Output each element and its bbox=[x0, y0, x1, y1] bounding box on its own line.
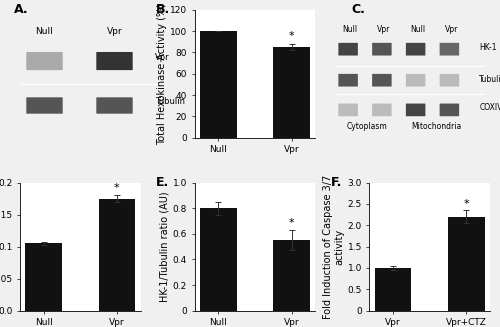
Text: *: * bbox=[114, 183, 119, 193]
FancyBboxPatch shape bbox=[96, 52, 132, 70]
Text: Tubulin: Tubulin bbox=[155, 97, 185, 106]
Text: E.: E. bbox=[156, 176, 170, 189]
Text: *: * bbox=[288, 218, 294, 228]
Text: *: * bbox=[464, 199, 469, 209]
Bar bbox=[448, 217, 484, 311]
FancyBboxPatch shape bbox=[406, 43, 425, 56]
Bar bbox=[200, 208, 236, 311]
FancyBboxPatch shape bbox=[372, 74, 392, 87]
Bar bbox=[200, 31, 236, 138]
Text: Cytoplasm: Cytoplasm bbox=[346, 122, 387, 131]
Text: F.: F. bbox=[331, 176, 342, 189]
Text: HK-1: HK-1 bbox=[480, 43, 497, 52]
FancyBboxPatch shape bbox=[338, 104, 358, 116]
FancyBboxPatch shape bbox=[96, 97, 132, 114]
Text: B.: B. bbox=[156, 3, 170, 16]
Bar bbox=[26, 243, 62, 311]
Bar bbox=[98, 198, 135, 311]
Text: Mitochondria: Mitochondria bbox=[411, 122, 462, 131]
Bar bbox=[375, 268, 412, 311]
Text: Vpr: Vpr bbox=[444, 25, 458, 34]
FancyBboxPatch shape bbox=[26, 97, 63, 114]
FancyBboxPatch shape bbox=[406, 104, 425, 116]
Bar bbox=[274, 240, 310, 311]
Text: A.: A. bbox=[14, 3, 28, 16]
Y-axis label: Fold Induction of Caspase 3/7
activity: Fold Induction of Caspase 3/7 activity bbox=[323, 175, 344, 319]
Text: Tubulin: Tubulin bbox=[480, 75, 500, 84]
Text: Vpr: Vpr bbox=[106, 27, 122, 36]
Text: Null: Null bbox=[36, 27, 54, 36]
Bar bbox=[274, 47, 310, 138]
Y-axis label: Total Hexokinase Activity (%): Total Hexokinase Activity (%) bbox=[157, 3, 167, 145]
FancyBboxPatch shape bbox=[440, 104, 459, 116]
FancyBboxPatch shape bbox=[440, 74, 459, 87]
Text: Null: Null bbox=[342, 25, 357, 34]
Text: *: * bbox=[288, 31, 294, 41]
Text: Vpr: Vpr bbox=[377, 25, 390, 34]
FancyBboxPatch shape bbox=[372, 104, 392, 116]
FancyBboxPatch shape bbox=[372, 43, 392, 56]
Text: Null: Null bbox=[410, 25, 425, 34]
FancyBboxPatch shape bbox=[440, 43, 459, 56]
FancyBboxPatch shape bbox=[338, 74, 358, 87]
FancyBboxPatch shape bbox=[406, 74, 425, 87]
Y-axis label: HK-1/Tubulin ratio (AU): HK-1/Tubulin ratio (AU) bbox=[160, 191, 170, 302]
FancyBboxPatch shape bbox=[26, 52, 63, 70]
Text: Vpr: Vpr bbox=[155, 53, 170, 62]
FancyBboxPatch shape bbox=[338, 43, 358, 56]
Text: COXIV: COXIV bbox=[480, 103, 500, 112]
Text: C.: C. bbox=[352, 3, 366, 16]
